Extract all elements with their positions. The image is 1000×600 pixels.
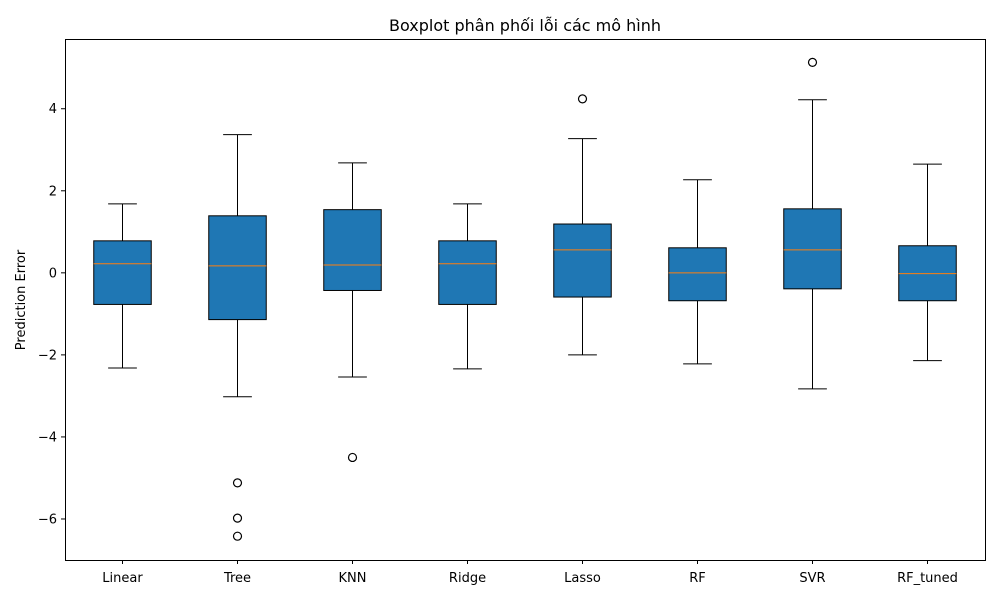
box-linear bbox=[93, 240, 152, 305]
chart-title: Boxplot phân phối lỗi các mô hình bbox=[389, 16, 661, 35]
outlier-point bbox=[807, 57, 818, 67]
outlier-point bbox=[232, 531, 243, 541]
x-tick-label: Ridge bbox=[449, 571, 486, 586]
x-tick-label: SVR bbox=[799, 571, 825, 586]
y-tick-label: 0 bbox=[49, 266, 57, 281]
x-tick-label: Lasso bbox=[564, 571, 601, 586]
x-tick-label: Tree bbox=[223, 571, 251, 586]
box-svr bbox=[783, 208, 842, 290]
y-tick-label: 2 bbox=[49, 184, 57, 199]
outlier-point bbox=[347, 452, 358, 463]
box-lasso bbox=[553, 223, 612, 298]
y-tick-label: 4 bbox=[49, 102, 57, 117]
y-axis-label: Prediction Error bbox=[14, 249, 29, 350]
plot-area: −6 −4 −2 0 2 4 Linear Tree KNN Ridge Lasso RF SVR RF_… bbox=[38, 57, 958, 586]
y-tick-label: −6 bbox=[38, 512, 57, 527]
y-tick-label: −2 bbox=[38, 348, 57, 363]
x-tick-label: RF bbox=[689, 571, 706, 586]
y-tick-label: −4 bbox=[38, 430, 57, 445]
outlier-point bbox=[577, 94, 588, 104]
box-tree bbox=[208, 215, 267, 321]
box-ridge bbox=[438, 240, 497, 305]
outlier-point bbox=[232, 478, 243, 488]
box-rf bbox=[668, 247, 727, 302]
x-tick-label: Linear bbox=[102, 571, 143, 586]
x-tick-label: RF_tuned bbox=[897, 571, 958, 586]
outlier-point bbox=[232, 513, 243, 523]
plot-frame bbox=[65, 39, 986, 561]
box-knn bbox=[323, 209, 382, 291]
x-tick-label: KNN bbox=[339, 571, 367, 586]
